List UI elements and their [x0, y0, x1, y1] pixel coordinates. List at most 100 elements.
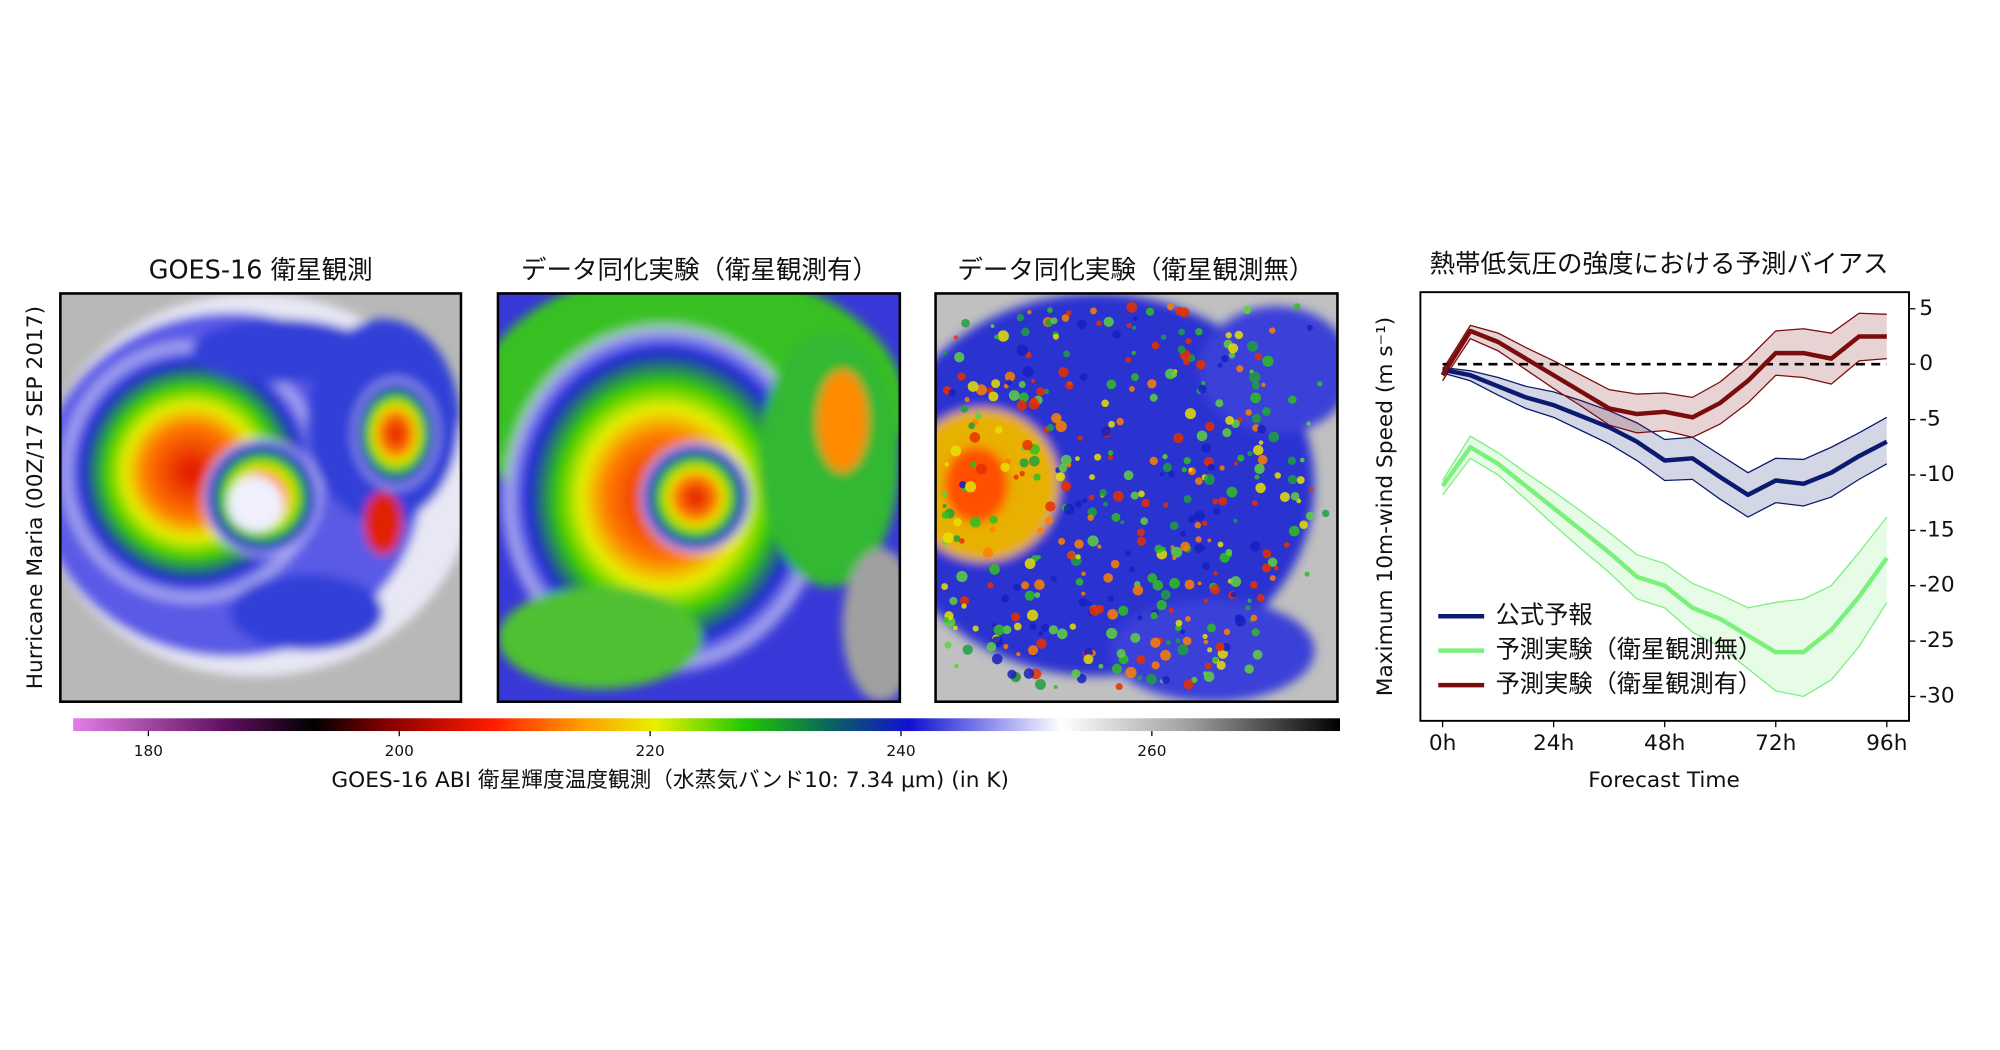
texture	[988, 391, 999, 402]
texture	[1150, 611, 1158, 620]
texture	[956, 570, 968, 583]
y-tick-label: -25	[1919, 628, 1954, 653]
texture	[1287, 456, 1296, 466]
texture	[1184, 579, 1195, 590]
texture	[1071, 669, 1081, 679]
texture	[1096, 320, 1103, 327]
texture	[1151, 661, 1160, 670]
texture	[1021, 327, 1030, 337]
texture	[1023, 668, 1035, 679]
texture	[1010, 612, 1021, 622]
texture	[960, 405, 968, 413]
texture	[1180, 629, 1186, 635]
texture	[1188, 515, 1196, 523]
texture	[1254, 474, 1260, 480]
texture	[1107, 454, 1114, 461]
texture	[1256, 594, 1265, 602]
texture	[1160, 589, 1171, 600]
texture	[1183, 457, 1191, 465]
texture	[1118, 605, 1129, 616]
texture	[1262, 355, 1274, 367]
texture	[1021, 581, 1030, 590]
texture	[1293, 303, 1301, 311]
texture	[975, 384, 987, 396]
texture	[944, 641, 952, 649]
legend-label: 予測実験（衛星観測有）	[1496, 669, 1763, 698]
texture	[1274, 472, 1281, 479]
texture	[1002, 625, 1012, 635]
texture	[1261, 407, 1271, 417]
texture	[1177, 644, 1189, 656]
texture	[1101, 426, 1111, 437]
texture	[1150, 637, 1161, 648]
texture	[948, 388, 956, 397]
texture	[1132, 585, 1144, 596]
texture	[997, 330, 1010, 342]
texture	[1250, 392, 1261, 404]
texture	[1074, 539, 1084, 549]
texture	[1107, 595, 1114, 602]
texture	[1201, 443, 1211, 453]
texture	[1022, 439, 1033, 451]
x-tick-label: 72h	[1755, 731, 1796, 756]
texture	[969, 516, 981, 528]
panel-frame	[496, 292, 902, 703]
colorbar-tick-label: 200	[385, 742, 414, 760]
texture	[1130, 632, 1141, 643]
band-edge	[1442, 366, 1888, 474]
texture	[1132, 325, 1137, 330]
texture	[1203, 474, 1215, 485]
texture	[994, 426, 1003, 434]
texture	[1041, 623, 1049, 632]
texture	[1156, 599, 1167, 611]
texture	[1061, 314, 1070, 322]
texture	[1022, 366, 1034, 378]
texture	[1007, 669, 1017, 679]
texture	[1290, 492, 1300, 501]
band-edge	[1442, 337, 1887, 438]
y-tick-label: 5	[1919, 296, 1933, 321]
texture	[1261, 563, 1271, 573]
texture	[1123, 470, 1134, 481]
texture	[1196, 430, 1208, 442]
texture	[959, 481, 967, 489]
texture	[1063, 350, 1071, 358]
texture	[1194, 477, 1203, 485]
texture	[1200, 545, 1206, 551]
texture	[1099, 488, 1107, 497]
texture	[962, 644, 973, 655]
texture	[1035, 678, 1046, 690]
texture	[1283, 541, 1290, 548]
colorbar-label: GOES-16 ABI 衛星輝度温度観測（水蒸気バンド10: 7.34 μm) …	[331, 768, 1009, 793]
texture	[989, 526, 996, 533]
texture	[1065, 310, 1072, 316]
texture	[1018, 381, 1026, 388]
satellite-image	[935, 293, 1338, 702]
texture	[1201, 562, 1211, 571]
y-tick-label: -20	[1919, 573, 1954, 598]
texture	[989, 515, 998, 524]
texture	[1159, 472, 1164, 477]
series-line	[1442, 367, 1888, 498]
texture	[1221, 354, 1229, 363]
texture	[953, 335, 958, 340]
texture	[1321, 509, 1330, 518]
texture	[1019, 458, 1029, 468]
colorbar-tick-label: 260	[1137, 742, 1166, 760]
texture	[1066, 551, 1075, 560]
texture	[957, 372, 966, 381]
texture	[989, 564, 1000, 575]
texture	[1230, 591, 1237, 598]
band-edge	[1442, 435, 1888, 609]
texture	[1058, 367, 1069, 378]
texture	[1137, 675, 1143, 681]
texture	[1094, 453, 1102, 461]
texture	[1013, 474, 1019, 480]
panel-title: GOES-16 衛星観測	[149, 256, 373, 286]
panel-title: データ同化実験（衛星観測有）	[521, 256, 878, 286]
texture	[1307, 324, 1313, 331]
texture	[1140, 517, 1149, 525]
texture	[1163, 502, 1169, 508]
texture	[1045, 501, 1056, 512]
